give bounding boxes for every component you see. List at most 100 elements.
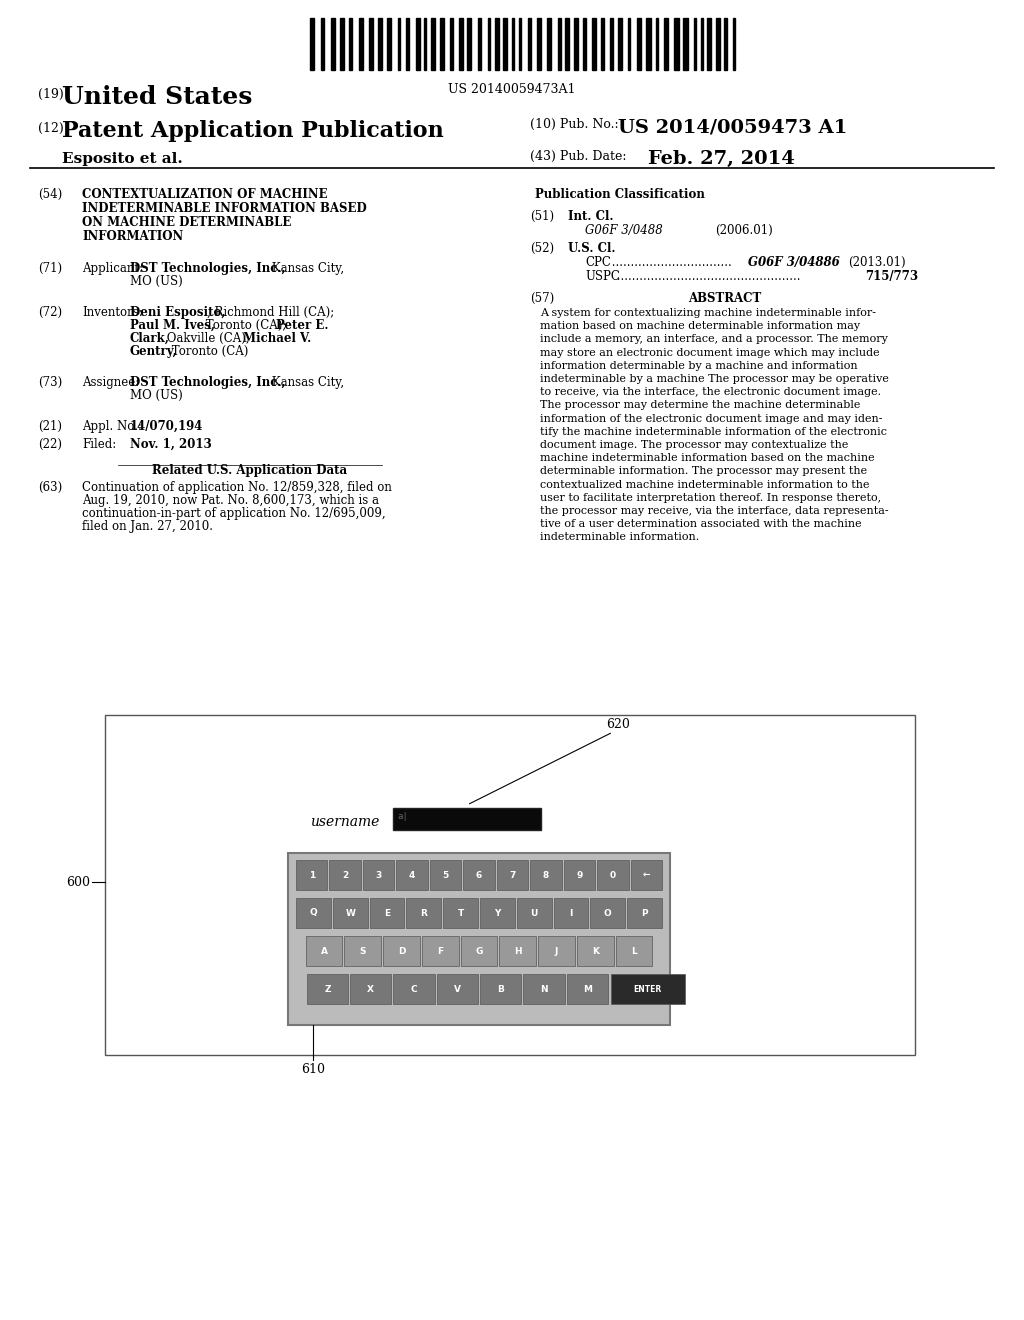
Text: (10) Pub. No.:: (10) Pub. No.: bbox=[530, 117, 618, 131]
Bar bbox=[497, 861, 528, 890]
Bar bbox=[480, 974, 521, 1005]
Bar bbox=[307, 974, 348, 1005]
Text: Peter E.: Peter E. bbox=[276, 319, 329, 333]
Text: ENTER: ENTER bbox=[634, 985, 662, 994]
Text: 7: 7 bbox=[509, 870, 516, 879]
Text: , Richmond Hill (CA);: , Richmond Hill (CA); bbox=[207, 306, 334, 319]
Bar bbox=[538, 936, 574, 966]
Bar bbox=[396, 861, 428, 890]
Text: a|: a| bbox=[397, 812, 408, 821]
Bar bbox=[461, 936, 498, 966]
Text: indeterminable information.: indeterminable information. bbox=[540, 532, 699, 543]
Bar bbox=[477, 18, 481, 70]
Bar bbox=[601, 18, 604, 70]
Bar bbox=[359, 18, 364, 70]
Text: P: P bbox=[641, 908, 648, 917]
Bar bbox=[370, 898, 404, 928]
Text: Continuation of application No. 12/859,328, filed on: Continuation of application No. 12/859,3… bbox=[82, 480, 392, 494]
Bar bbox=[443, 898, 478, 928]
Bar bbox=[431, 18, 434, 70]
Text: Paul M. Ives,: Paul M. Ives, bbox=[130, 319, 215, 333]
Text: X: X bbox=[368, 985, 374, 994]
Text: Deni Esposito,: Deni Esposito, bbox=[130, 306, 225, 319]
Text: (22): (22) bbox=[38, 438, 62, 451]
Text: CONTEXTUALIZATION OF MACHINE: CONTEXTUALIZATION OF MACHINE bbox=[82, 187, 328, 201]
Bar bbox=[424, 18, 426, 70]
Text: U: U bbox=[530, 908, 538, 917]
Text: machine indeterminable information based on the machine: machine indeterminable information based… bbox=[540, 453, 874, 463]
Bar bbox=[611, 974, 685, 1005]
Bar bbox=[617, 18, 622, 70]
Text: include a memory, an interface, and a processor. The memory: include a memory, an interface, and a pr… bbox=[540, 334, 888, 345]
Bar bbox=[628, 18, 630, 70]
Text: determinable information. The processor may present the: determinable information. The processor … bbox=[540, 466, 867, 477]
Bar bbox=[362, 861, 394, 890]
Text: Inventors:: Inventors: bbox=[82, 306, 142, 319]
Bar bbox=[517, 898, 552, 928]
Text: (52): (52) bbox=[530, 242, 554, 255]
Bar bbox=[547, 18, 551, 70]
Text: Int. Cl.: Int. Cl. bbox=[568, 210, 613, 223]
Bar bbox=[344, 936, 381, 966]
Text: DST Technologies, Inc.,: DST Technologies, Inc., bbox=[130, 261, 286, 275]
Text: continuation-in-part of application No. 12/695,009,: continuation-in-part of application No. … bbox=[82, 507, 386, 520]
Text: the processor may receive, via the interface, data representa-: the processor may receive, via the inter… bbox=[540, 506, 889, 516]
Text: (2006.01): (2006.01) bbox=[715, 224, 773, 238]
Bar bbox=[379, 18, 382, 70]
Text: ←: ← bbox=[642, 870, 650, 879]
Bar bbox=[537, 18, 541, 70]
Bar bbox=[717, 18, 720, 70]
Bar bbox=[407, 898, 441, 928]
Bar bbox=[631, 861, 662, 890]
Bar bbox=[565, 18, 569, 70]
Text: CPC: CPC bbox=[585, 256, 611, 269]
Text: (43) Pub. Date:: (43) Pub. Date: bbox=[530, 150, 627, 162]
Text: O: O bbox=[604, 908, 611, 917]
Text: (63): (63) bbox=[38, 480, 62, 494]
Text: S: S bbox=[359, 946, 366, 956]
Text: 14/070,194: 14/070,194 bbox=[130, 420, 204, 433]
Text: DST Technologies, Inc.,: DST Technologies, Inc., bbox=[130, 376, 286, 389]
Text: D: D bbox=[397, 946, 406, 956]
Text: M: M bbox=[583, 985, 592, 994]
Bar bbox=[724, 18, 727, 70]
Text: (54): (54) bbox=[38, 187, 62, 201]
Text: (71): (71) bbox=[38, 261, 62, 275]
Text: I: I bbox=[569, 908, 572, 917]
Bar bbox=[528, 18, 530, 70]
Text: Toronto (CA): Toronto (CA) bbox=[169, 345, 249, 358]
Text: The processor may determine the machine determinable: The processor may determine the machine … bbox=[540, 400, 860, 411]
Bar bbox=[288, 853, 670, 1026]
Bar bbox=[707, 18, 711, 70]
Text: (21): (21) bbox=[38, 420, 62, 433]
Text: Patent Application Publication: Patent Application Publication bbox=[62, 120, 443, 143]
Bar bbox=[518, 18, 521, 70]
Text: G06F 3/04886: G06F 3/04886 bbox=[748, 256, 840, 269]
Bar bbox=[530, 861, 561, 890]
Bar bbox=[468, 18, 471, 70]
Text: Toronto (CA);: Toronto (CA); bbox=[202, 319, 290, 333]
Text: document image. The processor may contextualize the: document image. The processor may contex… bbox=[540, 440, 848, 450]
Bar bbox=[566, 974, 608, 1005]
Bar bbox=[321, 18, 324, 70]
Bar bbox=[480, 898, 515, 928]
Bar bbox=[574, 18, 579, 70]
Bar bbox=[333, 898, 368, 928]
Bar bbox=[637, 18, 641, 70]
Text: C: C bbox=[411, 985, 418, 994]
Text: U.S. Cl.: U.S. Cl. bbox=[568, 242, 615, 255]
Text: ON MACHINE DETERMINABLE: ON MACHINE DETERMINABLE bbox=[82, 216, 292, 228]
Bar bbox=[436, 974, 478, 1005]
Text: tive of a user determination associated with the machine: tive of a user determination associated … bbox=[540, 519, 861, 529]
Bar bbox=[655, 18, 657, 70]
Bar bbox=[331, 18, 336, 70]
Text: username: username bbox=[310, 814, 379, 829]
Bar bbox=[296, 861, 328, 890]
Text: 3: 3 bbox=[376, 870, 382, 879]
Bar bbox=[383, 936, 420, 966]
Text: G06F 3/0488: G06F 3/0488 bbox=[585, 224, 663, 238]
Text: 620: 620 bbox=[606, 718, 630, 731]
Text: United States: United States bbox=[62, 84, 252, 110]
Bar bbox=[460, 18, 463, 70]
Text: USPC: USPC bbox=[585, 271, 620, 282]
